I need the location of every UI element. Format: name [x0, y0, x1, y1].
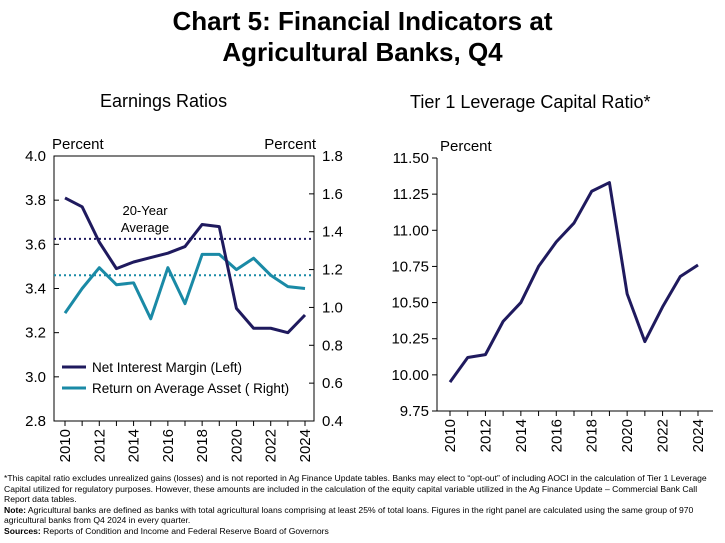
- sources-label: Sources:: [4, 525, 41, 536]
- average-annotation-line-1: 20-Year: [122, 203, 168, 218]
- roa-series-line: [63, 252, 306, 321]
- tier1-x-tick-label: 2014: [513, 419, 530, 452]
- tier1-x-tick-label: 2010: [442, 419, 459, 452]
- earnings-x-tick-label: 2010: [57, 429, 74, 462]
- tier1-y-tick-label: 10.50: [391, 295, 429, 312]
- left-y-tick-label: 3.4: [25, 281, 46, 298]
- right-y-tick-label: 0.4: [322, 413, 343, 430]
- earnings-x-tick-label: 2024: [297, 429, 314, 462]
- charts-svg: Percent Percent 4.0 3.8 3.6 3.4 3.2 3.0 2.8 1.8 1.…: [25, 136, 713, 462]
- tier1-axis-unit-label: Percent: [440, 138, 493, 155]
- legend-nim-label: Net Interest Margin (Left): [92, 360, 242, 375]
- left-y-tick-label: 3.6: [25, 236, 46, 253]
- tier1-y-tick-label: 11.00: [393, 222, 429, 239]
- tier1-x-tick-label: 2024: [690, 419, 707, 452]
- right-y-tick-label: 1.8: [322, 148, 343, 165]
- left-y-tick-label: 3.0: [25, 369, 46, 386]
- chart-title-line-2: Agricultural Banks, Q4: [222, 37, 503, 67]
- earnings-x-tick-label: 2022: [263, 429, 280, 462]
- right-y-tick-label: 0.6: [322, 375, 343, 392]
- tier1-y-tick-label: 10.75: [391, 258, 429, 275]
- note-line: Note: Agricultural banks are defined as …: [4, 505, 716, 526]
- tier1-y-tick-label: 10.25: [391, 331, 429, 348]
- right-y-tick-label: 1.2: [322, 262, 343, 279]
- right-y-tick-label: 0.8: [322, 337, 343, 354]
- left-y-tick-label: 3.8: [25, 192, 46, 209]
- tier1-x-tick-label: 2022: [655, 419, 672, 452]
- chart-title-line-1: Chart 5: Financial Indicators at: [172, 6, 553, 36]
- right-axis-unit-label: Percent: [264, 136, 317, 153]
- tier1-y-tick-label: 9.75: [400, 403, 429, 420]
- sources-text: Reports of Condition and Income and Fede…: [40, 525, 329, 536]
- legend-roa-label: Return on Average Asset ( Right): [92, 381, 289, 396]
- right-y-tick-label: 1.4: [322, 224, 343, 241]
- tier1-y-tick-label: 10.00: [391, 367, 429, 384]
- left-y-tick-label: 2.8: [25, 413, 46, 430]
- left-y-tick-label: 4.0: [25, 148, 46, 165]
- earnings-x-tick-label: 2020: [228, 429, 245, 462]
- left-y-tick-label: 3.2: [25, 325, 46, 342]
- tier1-x-tick-label: 2018: [584, 419, 601, 452]
- earnings-x-tick-label: 2014: [126, 429, 143, 462]
- tier1-y-tick-label: 11.25: [393, 186, 429, 203]
- earnings-panel-title: Earnings Ratios: [100, 91, 228, 111]
- earnings-x-tick-label: 2018: [194, 429, 211, 462]
- notes-block: *This capital ratio excludes unrealized …: [4, 473, 716, 537]
- earnings-x-tick-label: 2016: [160, 429, 177, 462]
- tier1-x-tick-label: 2020: [619, 419, 636, 452]
- tier1-series-line: [448, 181, 699, 383]
- nim-series-line: [64, 196, 307, 335]
- note-text: Agricultural banks are defined as banks …: [4, 504, 694, 526]
- average-annotation-line-2: Average: [121, 220, 169, 235]
- right-y-tick-label: 1.6: [322, 186, 343, 203]
- tier1-y-tick-label: 11.50: [393, 150, 429, 167]
- sources-line: Sources: Reports of Condition and Income…: [4, 526, 716, 537]
- right-y-tick-label: 1.0: [322, 299, 343, 316]
- tier1-panel-title: Tier 1 Leverage Capital Ratio*: [410, 92, 651, 112]
- earnings-x-tick-label: 2012: [91, 429, 108, 462]
- tier1-x-tick-label: 2016: [548, 419, 565, 452]
- tier1-x-tick-label: 2012: [477, 419, 494, 452]
- left-axis-unit-label: Percent: [52, 136, 105, 153]
- note-label: Note:: [4, 504, 26, 515]
- footnote: *This capital ratio excludes unrealized …: [4, 473, 707, 505]
